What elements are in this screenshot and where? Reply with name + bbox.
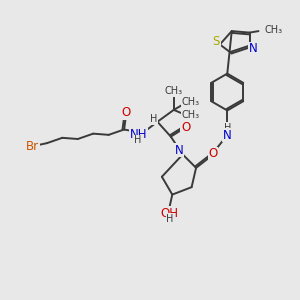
Text: Br: Br <box>26 140 39 153</box>
Text: S: S <box>213 35 220 48</box>
Text: O: O <box>181 121 190 134</box>
Text: N: N <box>175 143 184 157</box>
Text: OH: OH <box>160 206 178 220</box>
Text: CH₃: CH₃ <box>165 86 183 96</box>
Text: O: O <box>121 106 130 119</box>
Text: CH₃: CH₃ <box>264 25 282 34</box>
Text: CH₃: CH₃ <box>181 110 199 120</box>
Text: H: H <box>134 136 141 146</box>
Text: H: H <box>150 114 158 124</box>
Text: CH₃: CH₃ <box>182 97 200 106</box>
Text: O: O <box>208 147 217 161</box>
Text: H: H <box>166 214 174 224</box>
Text: N: N <box>249 42 257 56</box>
Text: NH: NH <box>130 128 148 141</box>
Text: H: H <box>224 123 231 133</box>
Text: N: N <box>223 129 232 142</box>
